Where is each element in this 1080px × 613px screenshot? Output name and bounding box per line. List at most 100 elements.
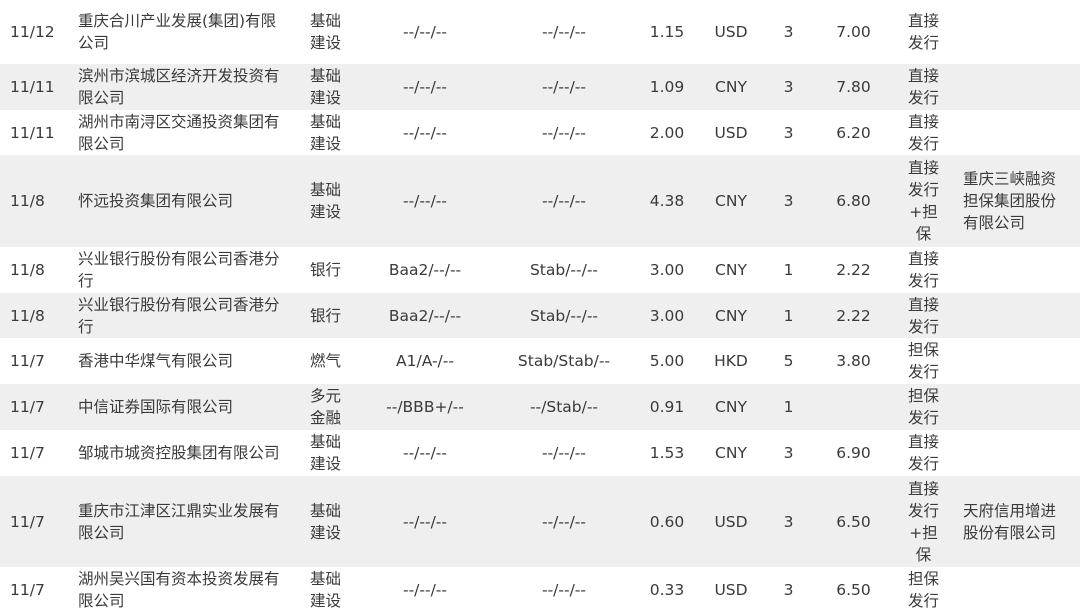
rating-cell: --/--/-- <box>402 23 447 41</box>
amount-cell: 1.09 <box>638 64 696 110</box>
table-row: 11/7 重庆市江津区江鼎实业发展有限公司 基础建设 --/--/-- --/--/--… <box>0 476 1080 567</box>
coupon-rate-cell: 6.20 <box>836 123 871 142</box>
industry-cell: 基础建设 <box>298 64 360 110</box>
coupon-rate-cell: 2.22 <box>811 293 896 338</box>
issue-date-cell: 11/7 <box>10 444 45 462</box>
issue-method-cell: 直接发行 <box>907 12 939 52</box>
coupon-rate-cell: 6.50 <box>836 581 871 599</box>
term-years-cell: 3 <box>766 64 811 110</box>
outlook-cell: --/--/-- <box>541 123 586 142</box>
amount-cell: 0.33 <box>649 581 685 599</box>
outlook-cell: Stab/Stab/-- <box>517 352 611 370</box>
table-row: 11/8 兴业银行股份有限公司香港分行 银行 Baa2/--/-- Stab/--/--… <box>0 293 1080 338</box>
term-years-cell: 3 <box>766 155 811 247</box>
outlook-cell: Stab/--/-- <box>529 261 599 279</box>
rating-cell: --/--/-- <box>360 64 490 110</box>
rating-cell: A1/A-/-- <box>396 352 454 370</box>
rating-cell: --/--/-- <box>360 476 490 567</box>
industry-cell: 银行 <box>298 293 360 338</box>
term-years-cell: 3 <box>783 444 794 462</box>
outlook-cell: --/--/-- <box>490 476 638 567</box>
industry-cell: 基础建设 <box>310 112 342 153</box>
guarantor-cell <box>951 293 1080 338</box>
issuer-name-cell: 重庆合川产业发展(集团)有限公司 <box>78 12 277 52</box>
industry-cell: 基础建设 <box>310 570 342 610</box>
outlook-cell: Stab/--/-- <box>490 293 638 338</box>
issuer-name-cell: 滨州市滨城区经济开发投资有限公司 <box>70 64 298 110</box>
coupon-rate-cell: 6.50 <box>811 476 896 567</box>
guarantor-cell <box>951 567 1080 613</box>
table-row: 11/11 滨州市滨城区经济开发投资有限公司 基础建设 --/--/-- --/--/-… <box>0 64 1080 110</box>
outlook-cell: --/--/-- <box>541 444 586 462</box>
issue-date-cell: 11/7 <box>10 581 45 599</box>
issuer-name-cell: 湖州市南浔区交通投资集团有限公司 <box>78 112 280 153</box>
term-years-cell: 1 <box>783 261 794 279</box>
coupon-rate-cell: 3.80 <box>836 352 871 370</box>
coupon-rate-cell <box>811 384 896 430</box>
issue-date-cell: 11/11 <box>10 123 55 142</box>
currency-cell: HKD <box>714 352 748 370</box>
term-years-cell: 3 <box>783 123 794 142</box>
issue-date-cell: 11/8 <box>10 261 45 279</box>
term-years-cell: 3 <box>783 581 794 599</box>
issue-method-cell: 直接发行+担保 <box>896 476 951 567</box>
guarantor-cell <box>951 338 1080 384</box>
amount-cell: 1.15 <box>649 23 685 41</box>
term-years-cell: 3 <box>783 23 794 41</box>
issuer-name-cell: 兴业银行股份有限公司香港分行 <box>70 293 298 338</box>
outlook-cell: --/--/-- <box>490 155 638 247</box>
industry-cell: 基础建设 <box>298 155 360 247</box>
currency-cell: CNY <box>696 64 766 110</box>
table-row: 11/8 兴业银行股份有限公司香港分行 银行 Baa2/--/-- Stab/--/--… <box>0 247 1080 293</box>
table-row: 11/7 中信证券国际有限公司 多元金融 --/BBB+/-- --/Stab/-- 0.… <box>0 384 1080 430</box>
outlook-cell: --/--/-- <box>541 581 586 599</box>
issue-method-cell: 担保发行 <box>896 384 951 430</box>
term-years-cell: 5 <box>783 352 794 370</box>
industry-cell: 多元金融 <box>298 384 360 430</box>
currency-cell: USD <box>714 23 748 41</box>
industry-cell: 基础建设 <box>298 476 360 567</box>
guarantor-cell <box>951 110 1080 155</box>
table-row: 11/7 邹城市城资控股集团有限公司 基础建设 --/--/-- --/--/-- 1.5… <box>0 430 1080 476</box>
rating-cell: --/--/-- <box>360 155 490 247</box>
industry-cell: 银行 <box>310 261 342 279</box>
currency-cell: CNY <box>696 293 766 338</box>
issue-method-cell: 直接发行 <box>896 64 951 110</box>
issuer-name-cell: 湖州吴兴国有资本投资发展有限公司 <box>78 570 280 610</box>
rating-cell: --/--/-- <box>402 444 447 462</box>
table-row: 11/8 怀远投资集团有限公司 基础建设 --/--/-- --/--/-- 4.38 CN… <box>0 155 1080 247</box>
issue-method-cell: 担保发行 <box>907 341 939 381</box>
guarantor-cell <box>951 430 1080 476</box>
outlook-cell: --/--/-- <box>490 64 638 110</box>
issue-method-cell: 直接发行 <box>907 433 939 473</box>
term-years-cell: 3 <box>766 476 811 567</box>
term-years-cell: 1 <box>766 293 811 338</box>
amount-cell: 3.00 <box>638 293 696 338</box>
currency-cell: CNY <box>715 261 747 279</box>
rating-cell: --/--/-- <box>402 123 447 142</box>
amount-cell: 3.00 <box>649 261 685 279</box>
issue-method-cell: 直接发行 <box>907 112 939 153</box>
issue-method-cell: 直接发行 <box>907 250 939 290</box>
table-row: 11/12 重庆合川产业发展(集团)有限公司 基础建设 --/--/-- --/--/-… <box>0 0 1080 64</box>
currency-cell: CNY <box>696 384 766 430</box>
currency-cell: USD <box>714 123 748 142</box>
issue-date-cell: 11/7 <box>0 384 70 430</box>
issue-date-cell: 11/8 <box>0 293 70 338</box>
outlook-cell: --/Stab/-- <box>490 384 638 430</box>
issuer-name-cell: 重庆市江津区江鼎实业发展有限公司 <box>70 476 298 567</box>
amount-cell: 0.91 <box>638 384 696 430</box>
guarantor-cell <box>951 247 1080 293</box>
issuer-name-cell: 邹城市城资控股集团有限公司 <box>78 444 280 462</box>
rating-cell: Baa2/--/-- <box>388 261 462 279</box>
issue-date-cell: 11/11 <box>0 64 70 110</box>
issue-date-cell: 11/12 <box>10 23 55 41</box>
table-row: 11/7 湖州吴兴国有资本投资发展有限公司 基础建设 --/--/-- --/--/--… <box>0 567 1080 613</box>
amount-cell: 5.00 <box>649 352 685 370</box>
issue-method-cell: 直接发行+担保 <box>896 155 951 247</box>
issue-method-cell: 直接发行 <box>896 293 951 338</box>
coupon-rate-cell: 7.00 <box>836 23 871 41</box>
outlook-cell: --/--/-- <box>541 23 586 41</box>
guarantor-cell <box>951 384 1080 430</box>
